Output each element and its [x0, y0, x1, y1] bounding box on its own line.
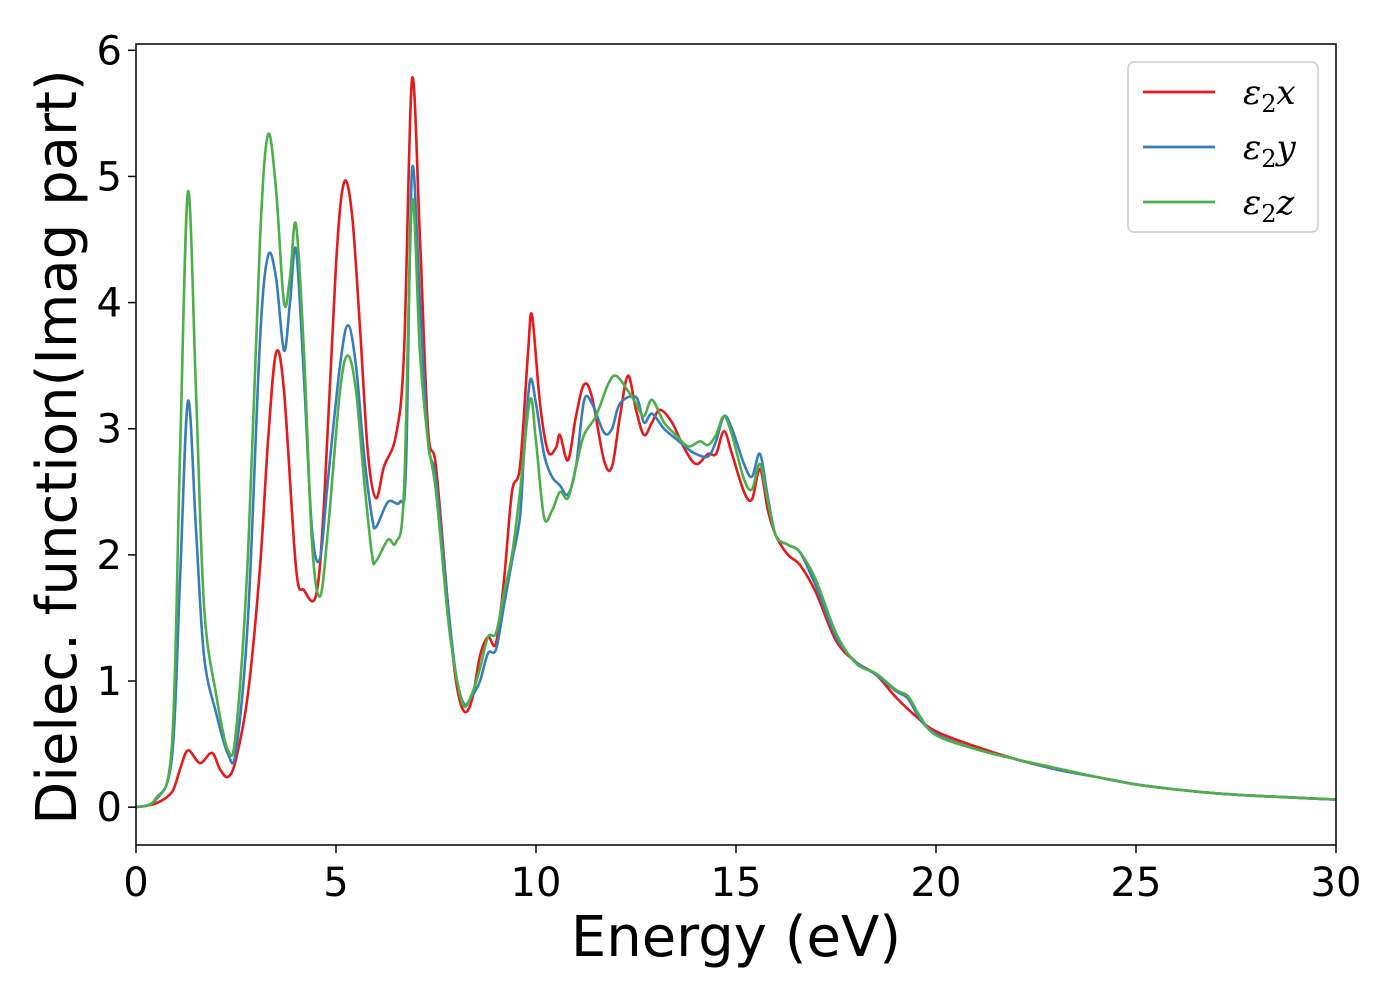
y-tick-label: 1	[97, 659, 122, 705]
y-tick-label: 6	[97, 28, 122, 74]
y-tick-label: 2	[97, 533, 122, 579]
series-line-x	[135, 76, 1337, 809]
legend-label-y: ε2y	[1243, 128, 1297, 173]
x-tick-label: 30	[1311, 860, 1362, 906]
legend-box	[1127, 61, 1319, 233]
x-tick-label: 20	[911, 860, 962, 906]
x-tick-label: 25	[1111, 860, 1162, 906]
y-tick-label: 4	[97, 281, 122, 327]
series-line-z	[135, 132, 1337, 809]
x-axis-ticks: 0 5 10 15 20 25 30	[123, 845, 1361, 906]
x-tick-label: 0	[123, 860, 148, 906]
x-tick-label: 10	[511, 860, 562, 906]
y-tick-label: 5	[97, 154, 122, 200]
legend-label-z: ε2z	[1243, 183, 1296, 228]
legend-label-x: ε2x	[1243, 73, 1296, 118]
x-axis-title: Energy (eV)	[571, 905, 901, 970]
y-axis-ticks: 0 1 2 3 4 5 6	[97, 28, 136, 831]
y-tick-label: 3	[97, 407, 122, 453]
series-layer	[135, 76, 1337, 809]
y-tick-label: 0	[97, 785, 122, 831]
legend: ε2x ε2y ε2z	[1127, 61, 1319, 233]
x-tick-label: 15	[711, 860, 762, 906]
y-axis-title: Dielec. function(Imag part)	[25, 69, 90, 825]
x-tick-label: 5	[323, 860, 348, 906]
